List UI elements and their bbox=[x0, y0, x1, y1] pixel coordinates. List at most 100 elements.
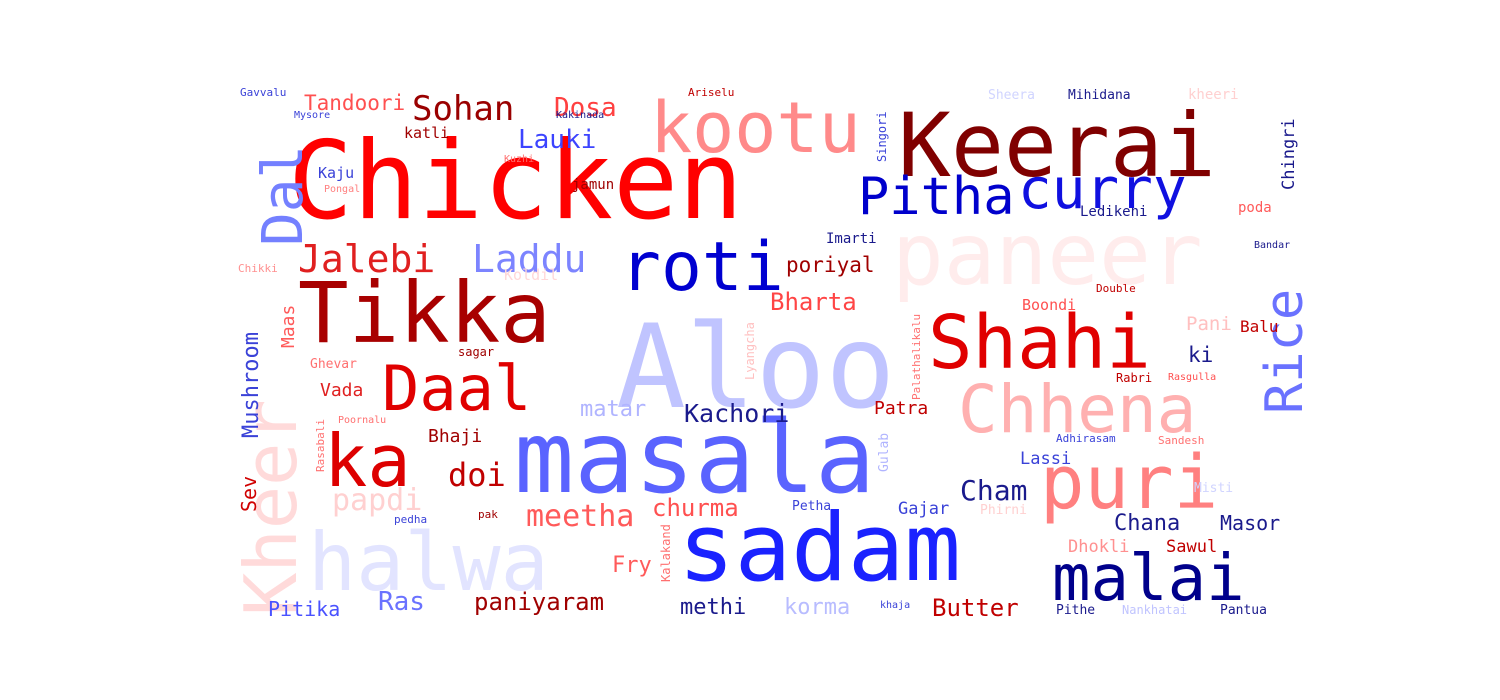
word-ki: ki bbox=[1188, 343, 1213, 367]
word-kaju: Kaju bbox=[318, 164, 354, 182]
word-halwa: halwa bbox=[308, 516, 549, 609]
word-misti: Misti bbox=[1194, 481, 1233, 496]
word-sheera: Sheera bbox=[988, 88, 1035, 103]
word-papdi: papdi bbox=[332, 483, 422, 518]
word-tikka: Tikka bbox=[298, 264, 551, 362]
word-masor: Masor bbox=[1220, 511, 1280, 535]
word-patra: Patra bbox=[874, 398, 928, 419]
word-gavvalu: Gavvalu bbox=[240, 86, 286, 99]
word-gajar: Gajar bbox=[898, 499, 949, 519]
word-poornalu: Poornalu bbox=[338, 415, 386, 426]
word-sawul: Sawul bbox=[1166, 537, 1217, 557]
word-sadam: sadam bbox=[678, 494, 961, 603]
word-kuzhi: Kuzhi bbox=[504, 154, 534, 165]
word-mysore: Mysore bbox=[294, 110, 330, 121]
word-bandar: Bandar bbox=[1254, 240, 1290, 251]
word-pitika: Pitika bbox=[268, 597, 340, 620]
word-butter: Butter bbox=[932, 594, 1019, 620]
word-laddu: Laddu bbox=[472, 237, 586, 281]
word-cham: Cham bbox=[960, 474, 1027, 507]
word-chhena: Chhena bbox=[958, 371, 1196, 448]
word-rabri: Rabri bbox=[1116, 371, 1152, 385]
word-poriyal: poriyal bbox=[786, 253, 875, 277]
word-boondi: Boondi bbox=[1022, 296, 1076, 314]
word-daal: Daal bbox=[382, 352, 531, 425]
word-paniyaram: paniyaram bbox=[474, 588, 604, 616]
word-cloud: Chicken Aloo masala sadam Keerai paneer Tikka k… bbox=[228, 80, 1308, 620]
word-sandesh: Sandesh bbox=[1158, 434, 1204, 447]
word-doi: doi bbox=[448, 456, 506, 494]
word-pedha: pedha bbox=[394, 513, 427, 526]
word-gulab: Gulab bbox=[877, 433, 892, 472]
word-ghevar: Ghevar bbox=[310, 357, 357, 372]
word-aloo: Aloo bbox=[616, 300, 895, 435]
word-bharta: Bharta bbox=[770, 288, 857, 316]
word-ka: ka bbox=[324, 419, 411, 503]
word-palathalikalu: Palathalikalu bbox=[910, 314, 923, 400]
word-ariselu: Ariselu bbox=[688, 86, 734, 99]
word-rasgulla: Rasgulla bbox=[1168, 372, 1216, 383]
word-dal: Dal bbox=[251, 145, 316, 246]
word-chana: Chana bbox=[1114, 511, 1180, 536]
word-singori: Singori bbox=[875, 111, 889, 162]
word-sagar: sagar bbox=[458, 345, 494, 359]
word-masala: masala bbox=[514, 399, 875, 516]
word-adhirasam: Adhirasam bbox=[1056, 432, 1116, 445]
word-pantua: Pantua bbox=[1220, 603, 1267, 618]
word-chicken: Chicken bbox=[288, 119, 743, 244]
word-kakinada: Kakinada bbox=[556, 110, 604, 121]
word-katli: katli bbox=[404, 124, 449, 142]
word-pongal: Pongal bbox=[324, 184, 360, 195]
word-curry: curry bbox=[1018, 157, 1187, 222]
word-poda: poda bbox=[1238, 200, 1272, 216]
word-methi: methi bbox=[680, 595, 746, 620]
word-lassi: Lassi bbox=[1020, 449, 1071, 469]
word-phirni: Phirni bbox=[980, 503, 1027, 518]
word-maas: Maas bbox=[278, 305, 299, 348]
word-petha: Petha bbox=[792, 499, 831, 514]
word-kachori: Kachori bbox=[684, 399, 789, 428]
word-chingri: Chingri bbox=[1279, 118, 1299, 190]
word-lyangcha: Lyangcha bbox=[743, 322, 757, 380]
word-bhaji: Bhaji bbox=[428, 426, 482, 447]
word-pitha: Pitha bbox=[858, 167, 1015, 227]
word-nankhatai: Nankhatai bbox=[1122, 603, 1187, 617]
word-khaja: khaja bbox=[880, 600, 910, 611]
word-korma: korma bbox=[784, 595, 850, 620]
word-ras: Ras bbox=[378, 587, 425, 617]
word-shahi: Shahi bbox=[928, 300, 1151, 386]
word-roti: roti bbox=[620, 228, 784, 307]
word-kootu: kootu bbox=[650, 87, 861, 169]
word-pithe: Pithe bbox=[1056, 603, 1095, 618]
word-keerai: Keerai bbox=[898, 94, 1216, 197]
word-balu: Balu bbox=[1240, 317, 1279, 336]
word-ledikeni: Ledikeni bbox=[1080, 204, 1147, 220]
word-dosa: Dosa bbox=[554, 93, 617, 123]
word-sohan: Sohan bbox=[412, 89, 514, 129]
word-jalebi: Jalebi bbox=[298, 237, 435, 281]
word-puri: puri bbox=[1040, 440, 1218, 526]
word-koldil: Koldil bbox=[504, 266, 558, 284]
word-kheer: Kheer bbox=[229, 399, 313, 616]
word-matar: matar bbox=[580, 397, 646, 422]
word-lauki: Lauki bbox=[518, 125, 596, 155]
word-sev: Sev bbox=[237, 476, 261, 512]
word-tandoori: Tandoori bbox=[304, 91, 405, 115]
word-chikki: Chikki bbox=[238, 262, 278, 275]
word-meetha: meetha bbox=[526, 499, 634, 534]
word-jamun: jamun bbox=[572, 177, 614, 193]
word-churma: churma bbox=[652, 494, 739, 522]
word-mihidana: Mihidana bbox=[1068, 88, 1131, 103]
word-malai: malai bbox=[1052, 542, 1245, 616]
word-double: Double bbox=[1096, 282, 1136, 295]
word-kalakand: Kalakand bbox=[659, 524, 673, 582]
word-imarti: Imarti bbox=[826, 231, 877, 247]
word-mushroom: Mushroom bbox=[239, 332, 264, 438]
word-paneer: paneer bbox=[892, 205, 1203, 305]
word-rasabali: Rasabali bbox=[314, 419, 327, 472]
word-pak: pak bbox=[478, 508, 498, 521]
word-pani: Pani bbox=[1186, 313, 1232, 335]
word-rice: Rice bbox=[1255, 289, 1308, 414]
word-dhokli: Dhokli bbox=[1068, 537, 1129, 557]
